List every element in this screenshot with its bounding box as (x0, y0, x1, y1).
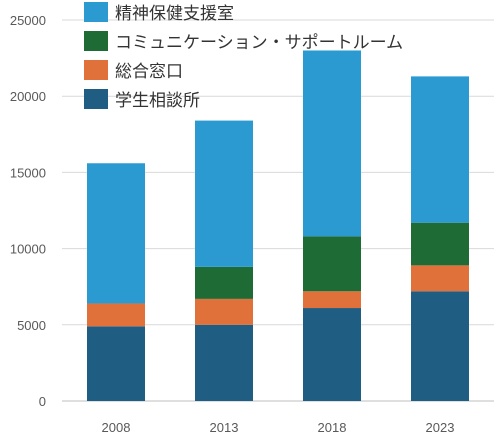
bar-segment (87, 303, 145, 327)
bar-segment (411, 291, 469, 401)
legend-swatch (84, 31, 108, 51)
legend-label: 学生相談所 (115, 91, 200, 111)
legend-label: 総合窓口 (115, 62, 183, 82)
y-tick-label: 25000 (10, 13, 46, 28)
y-tick-label: 15000 (10, 165, 46, 180)
legend-swatch (84, 2, 108, 22)
legend-label: 精神保健支援室 (115, 4, 234, 24)
legend-label: コミュニケーション・サポートルーム (115, 33, 403, 53)
bar-segment (411, 222, 469, 266)
bar-segment (195, 266, 253, 299)
bar-segment (195, 120, 253, 267)
bar-segment (87, 326, 145, 401)
x-axis-tick-labels: 2008 2013 2018 2023 (102, 420, 455, 435)
bar-segment (411, 265, 469, 292)
bars (87, 50, 469, 401)
y-tick-label: 5000 (17, 318, 46, 333)
legend-swatch (84, 89, 108, 109)
x-tick-label: 2018 (318, 420, 347, 435)
y-tick-label: 10000 (10, 242, 46, 257)
y-tick-label: 20000 (10, 89, 46, 104)
bar-segment (195, 298, 253, 325)
bar-segment (303, 308, 361, 401)
bar-segment (303, 291, 361, 309)
y-axis-tick-labels: 0 5000 10000 15000 20000 25000 (10, 13, 46, 409)
x-tick-label: 2008 (102, 420, 131, 435)
bar-segment (303, 50, 361, 237)
bar-segment (195, 324, 253, 401)
bar-segment (87, 163, 145, 304)
bar-segment (303, 236, 361, 292)
bar-segment (411, 76, 469, 223)
y-tick-label: 0 (39, 394, 46, 409)
x-tick-label: 2013 (210, 420, 239, 435)
legend-swatch (84, 60, 108, 80)
x-tick-label: 2023 (426, 420, 455, 435)
